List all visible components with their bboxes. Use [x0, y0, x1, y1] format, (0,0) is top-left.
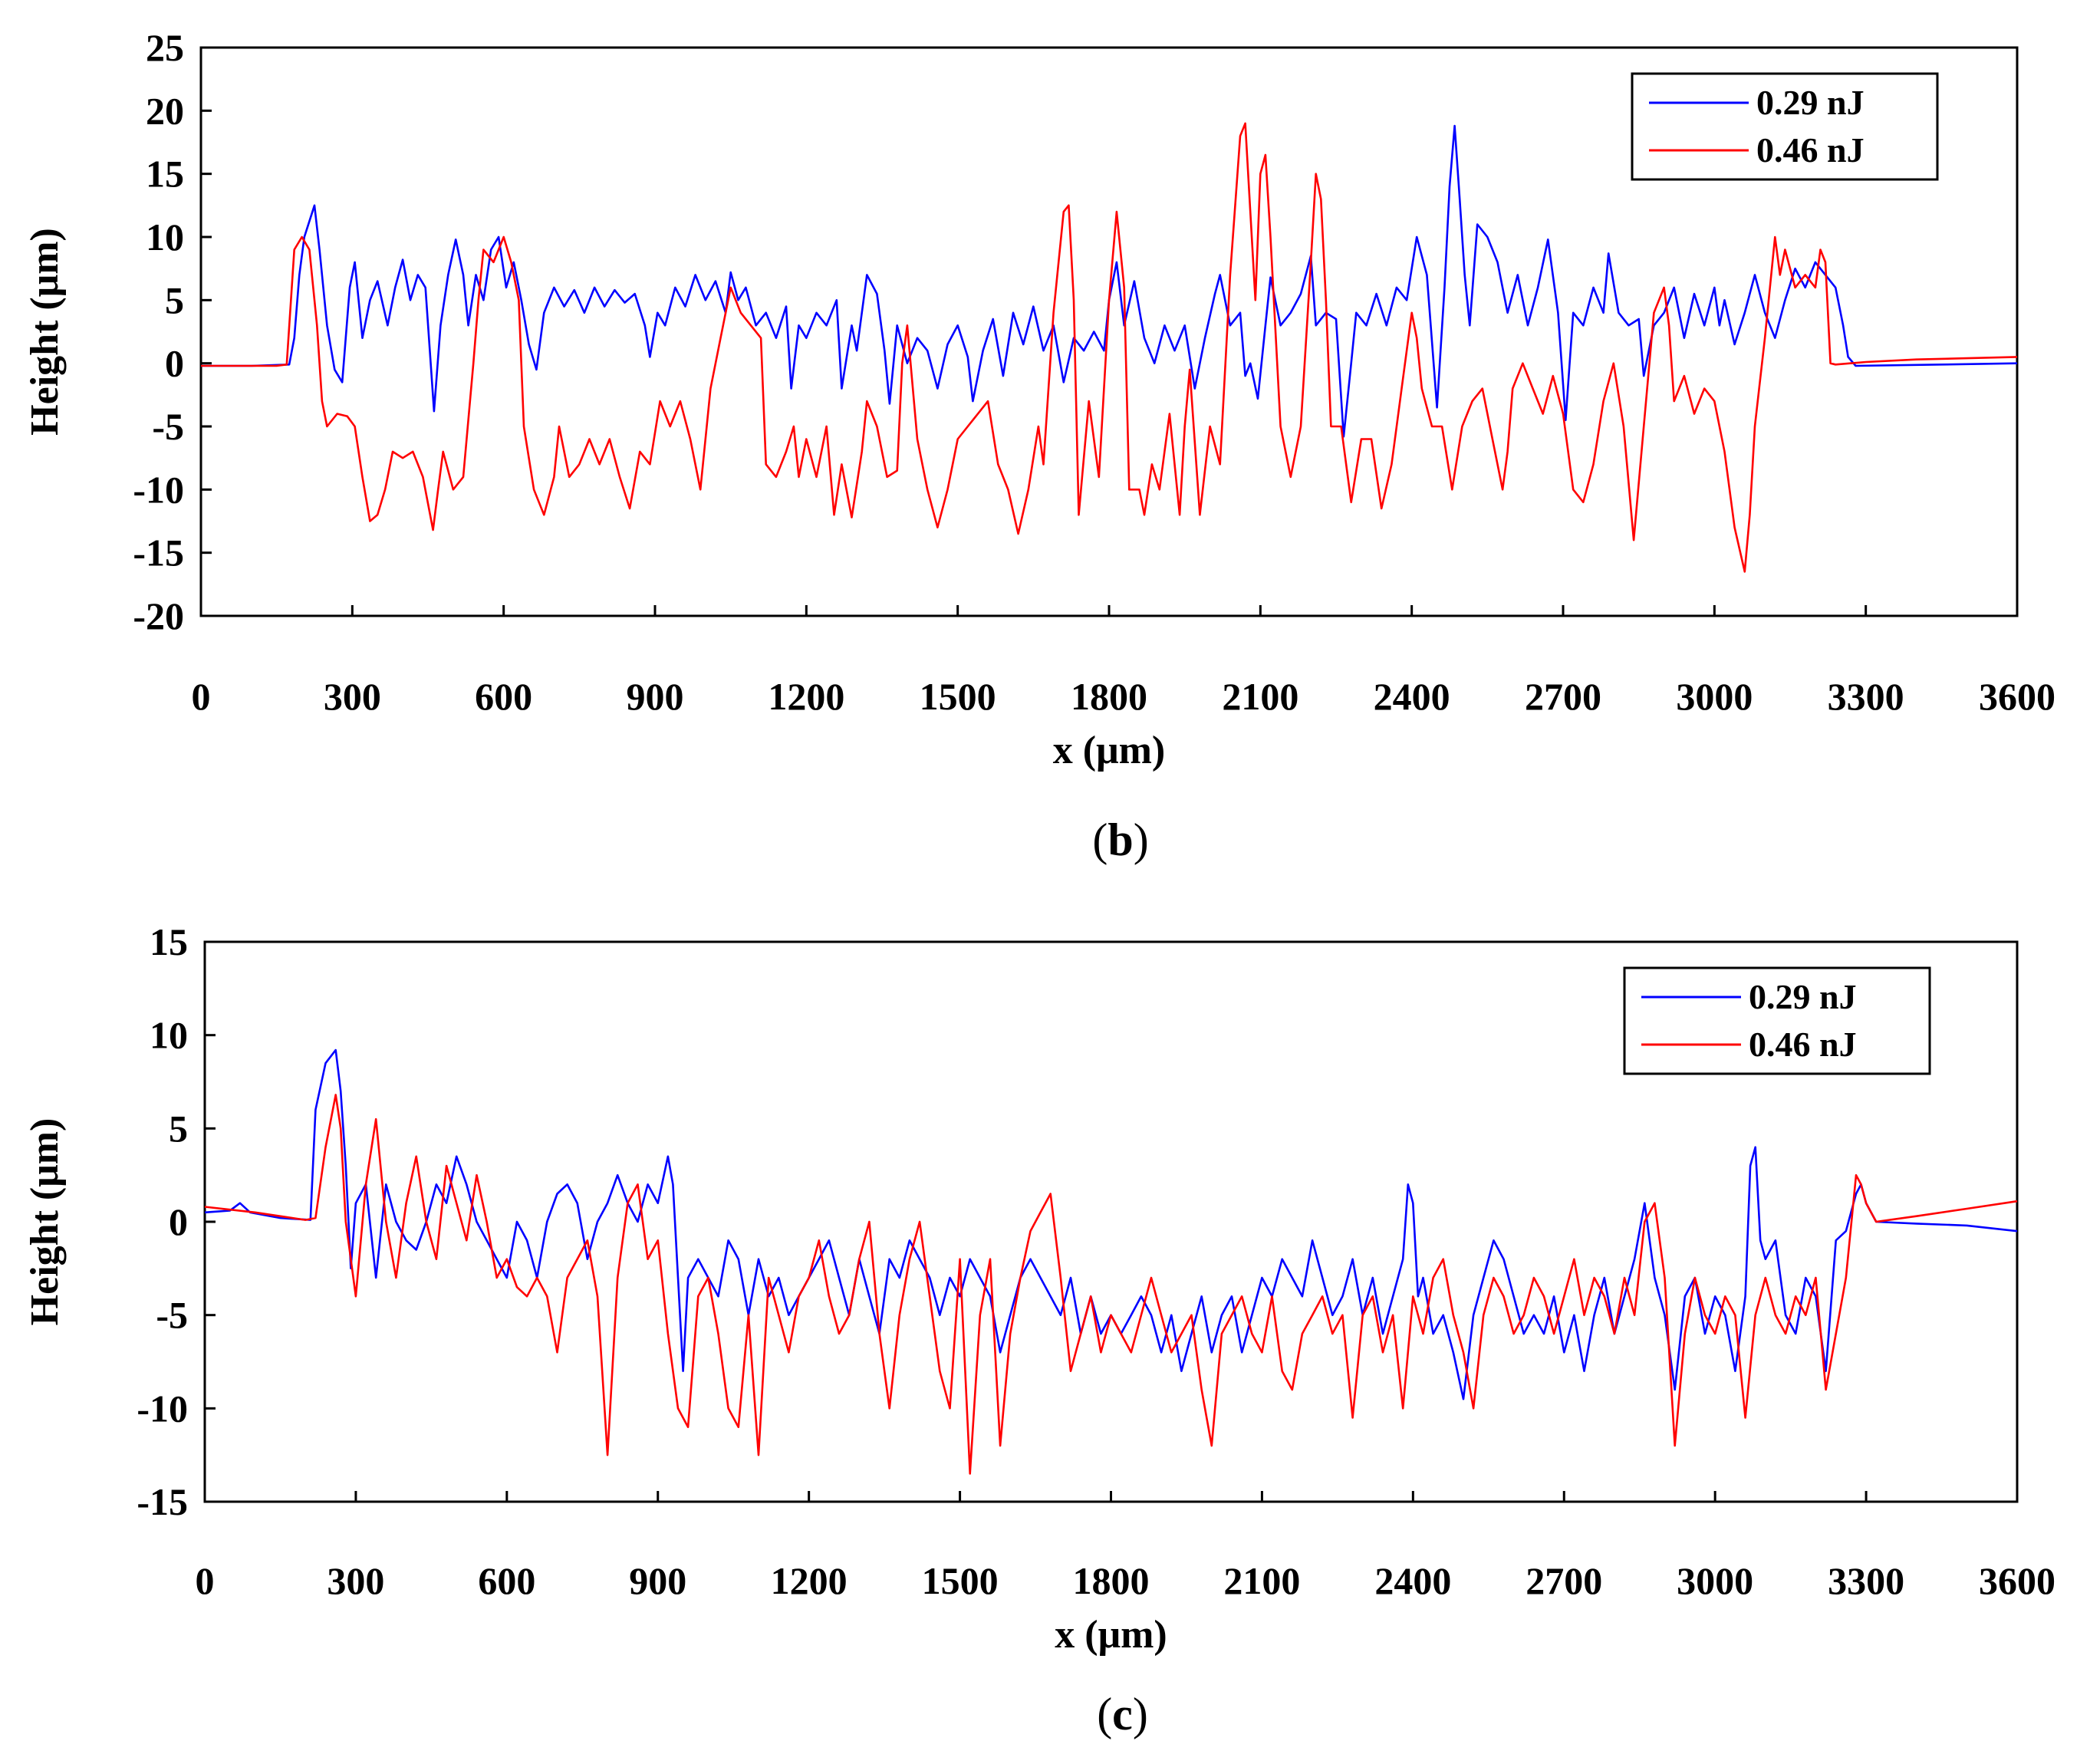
x-tick-label: 1500 — [922, 1559, 999, 1602]
y-tick-label: 0 — [169, 1200, 188, 1243]
x-tick-label: 3600 — [1979, 675, 2055, 718]
y-tick-label: 5 — [165, 278, 184, 321]
y-tick-label: 20 — [146, 89, 184, 132]
x-tick-label: 0 — [192, 675, 211, 718]
x-tick-label: 600 — [478, 1559, 535, 1602]
y-tick-label: 5 — [169, 1107, 188, 1150]
x-axis-label: x (μm) — [1055, 1613, 1167, 1657]
x-tick-label: 2100 — [1222, 675, 1298, 718]
series-line-2 — [201, 122, 2018, 573]
x-tick-label: 1800 — [1073, 1559, 1150, 1602]
x-tick-label: 600 — [475, 675, 532, 718]
y-tick-label: -20 — [133, 594, 184, 637]
y-axis-label: Height (μm) — [23, 228, 67, 436]
panel-label: (b) — [1092, 815, 1148, 865]
x-tick-label: 3600 — [1979, 1559, 2055, 1602]
chart-panel-c: -15 -10 -5 0 5 10 15 0 300 600 900 1200 1500 1800 2100… — [23, 920, 2055, 1739]
y-tick-label: 15 — [146, 153, 184, 196]
x-tick-label: 2400 — [1374, 675, 1450, 718]
y-tick-label: 0 — [165, 342, 184, 385]
legend: 0.29 nJ 0.46 nJ — [1631, 72, 1939, 181]
legend-label: 0.29 nJ — [1756, 83, 1865, 122]
y-tick-label: 10 — [146, 216, 184, 258]
x-tick-label: 0 — [196, 1559, 215, 1602]
y-tick-label: -15 — [133, 532, 184, 574]
series-line-2 — [204, 1094, 2018, 1475]
y-tick-label: -10 — [137, 1387, 188, 1430]
y-tick-label: 10 — [150, 1014, 188, 1057]
legend-box — [1631, 72, 1939, 181]
legend-label: 0.29 nJ — [1749, 977, 1857, 1016]
y-tick-label: -15 — [137, 1480, 188, 1523]
legend-box — [1623, 966, 1931, 1075]
y-tick-label: 15 — [150, 920, 188, 963]
x-axis-label: x (μm) — [1053, 729, 1165, 772]
x-tick-label: 3000 — [1677, 1559, 1753, 1602]
y-tick-label: -10 — [133, 468, 184, 511]
legend-label: 0.46 nJ — [1749, 1025, 1857, 1064]
x-tick-label: 3300 — [1828, 675, 1904, 718]
x-tick-label: 300 — [324, 675, 381, 718]
y-axis-label: Height (μm) — [23, 1118, 67, 1326]
panel-label: (c) — [1097, 1689, 1148, 1739]
y-tick-label: -5 — [152, 405, 184, 448]
x-tick-label: 2700 — [1526, 1559, 1602, 1602]
x-tick-label: 2100 — [1223, 1559, 1300, 1602]
x-tick-label: 3000 — [1676, 675, 1753, 718]
x-tick-label: 3300 — [1828, 1559, 1904, 1602]
y-tick-label: -5 — [156, 1294, 188, 1337]
x-tick-label: 2400 — [1374, 1559, 1451, 1602]
x-tick-label: 1200 — [768, 675, 844, 718]
chart-panel-b: -20 -15 -10 -5 0 5 10 15 20 25 0 300 600 900 1200 1500 1… — [23, 26, 2055, 865]
legend-label: 0.46 nJ — [1756, 130, 1865, 169]
x-tick-label: 2700 — [1525, 675, 1601, 718]
x-tick-label: 1500 — [920, 675, 996, 718]
x-tick-label: 300 — [327, 1559, 384, 1602]
legend: 0.29 nJ 0.46 nJ — [1623, 966, 1931, 1075]
x-tick-label: 1200 — [771, 1559, 848, 1602]
x-tick-label: 900 — [627, 675, 684, 718]
x-tick-label: 900 — [629, 1559, 686, 1602]
x-tick-label: 1800 — [1071, 675, 1147, 718]
y-tick-label: 25 — [146, 26, 184, 69]
